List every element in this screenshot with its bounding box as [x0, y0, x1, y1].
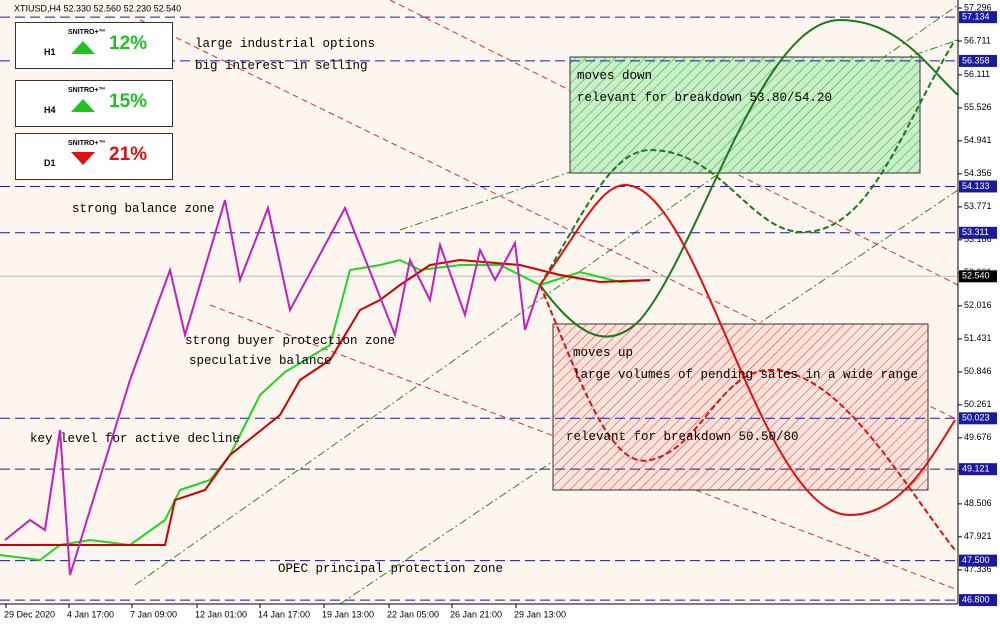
projection — [539, 39, 956, 286]
annotation: key level for active decline — [30, 432, 241, 446]
level-label-box — [959, 180, 997, 193]
annotation: big interest in selling — [195, 59, 368, 73]
panel-timeframe: H4 — [44, 105, 56, 115]
annotation: large industrial options — [195, 37, 376, 51]
price-axis-area — [958, 0, 1000, 626]
panel-percent: 21% — [109, 144, 148, 165]
annotation: large volumes of pending sales in a wide… — [573, 368, 919, 382]
level-label: 57.134 — [962, 12, 990, 22]
panel-percent: 15% — [109, 91, 148, 112]
price-tick-label: 54.356 — [964, 168, 992, 178]
level-label: 49.121 — [962, 464, 990, 474]
panel-percent: 12% — [109, 33, 148, 54]
panel-brand: SNITRO+™ — [68, 87, 106, 94]
panel-timeframe: H1 — [44, 47, 56, 57]
level-label: 46.800 — [962, 594, 990, 604]
price-tick-label: 57.296 — [964, 2, 992, 12]
price-line — [4, 199, 541, 576]
panel-brand: SNITRO+™ — [68, 29, 106, 36]
time-tick-label: 7 Jan 09:00 — [130, 609, 177, 619]
time-tick-label: 26 Jan 21:00 — [450, 609, 502, 619]
price-tick-label: 55.526 — [964, 102, 992, 112]
annotation: relevant for breakdown 53.80/54.20 — [577, 91, 833, 105]
level-label-box — [959, 463, 997, 476]
level-label-box — [959, 554, 997, 567]
price-tick-label: 47.921 — [964, 531, 992, 541]
panel-brand: SNITRO+™ — [68, 140, 106, 147]
current-price-label: 52.540 — [962, 271, 990, 281]
projection — [539, 284, 956, 551]
sell-zone — [569, 56, 921, 174]
buy-zone — [552, 323, 929, 491]
price-tick-label: 50.261 — [964, 399, 992, 409]
price-tick-label: 48.506 — [964, 498, 992, 508]
price-tick-label: 50.846 — [964, 366, 992, 376]
price-tick-label: 53.186 — [964, 234, 992, 244]
annotation: moves up — [573, 346, 634, 360]
current-price-box — [959, 270, 997, 283]
signal-panel: D1 SNITRO+™ 21% — [15, 133, 173, 180]
time-tick-label: 19 Jan 13:00 — [322, 609, 374, 619]
level-label: 54.133 — [962, 181, 990, 191]
annotation: moves down — [577, 69, 653, 83]
signal-panel: H4 SNITRO+™ 15% — [15, 80, 173, 127]
level-label: 53.311 — [962, 227, 989, 237]
price-tick-label: 54.941 — [964, 135, 992, 145]
time-tick-label: 29 Jan 13:00 — [514, 609, 566, 619]
price-tick-label: 56.711 — [964, 35, 991, 45]
time-tick-label: 4 Jan 17:00 — [67, 609, 114, 619]
channel-line — [139, 19, 959, 421]
projection — [539, 18, 959, 338]
annotation: strong buyer protection zone — [185, 334, 396, 348]
level-label: 56.358 — [962, 55, 990, 65]
level-label: 50.023 — [962, 413, 990, 423]
price-tick-label: 56.111 — [964, 69, 990, 79]
level-label-box — [959, 11, 997, 24]
level-label-box — [959, 594, 997, 607]
time-axis-area — [0, 604, 958, 626]
direction-arrow — [71, 41, 95, 54]
indicator-line — [0, 258, 651, 562]
channel-line — [389, 0, 959, 286]
price-tick-label: 47.336 — [964, 564, 992, 574]
price-tick-label: 52.016 — [964, 300, 992, 310]
price-tick-label: 51.431 — [964, 333, 992, 343]
indicator-line — [0, 258, 651, 546]
direction-arrow — [71, 99, 95, 112]
level-label: 47.500 — [962, 555, 990, 565]
annotation: OPEC principal protection zone — [278, 562, 504, 576]
header: XTIUSD,H4 52.330 52.560 52.230 52.540 — [14, 3, 181, 13]
annotation: strong balance zone — [72, 202, 215, 216]
projection — [539, 183, 956, 517]
time-tick-label: 14 Jan 17:00 — [258, 609, 310, 619]
price-tick-label: 49.676 — [964, 432, 992, 442]
signal-panel: H1 SNITRO+™ 12% — [15, 22, 173, 69]
panel-timeframe: D1 — [44, 158, 56, 168]
price-tick-label: 53.771 — [964, 201, 992, 211]
time-tick-label: 22 Jan 05:00 — [387, 609, 439, 619]
level-label-box — [959, 412, 997, 425]
direction-arrow — [71, 152, 95, 165]
level-label-box — [959, 54, 997, 67]
level-label-box — [959, 226, 997, 239]
annotation: speculative balance — [189, 354, 332, 368]
annotation: relevant for breakdown 50.50/80 — [566, 430, 799, 444]
time-tick-label: 29 Dec 2020 — [4, 609, 55, 619]
time-tick-label: 12 Jan 01:00 — [195, 609, 247, 619]
